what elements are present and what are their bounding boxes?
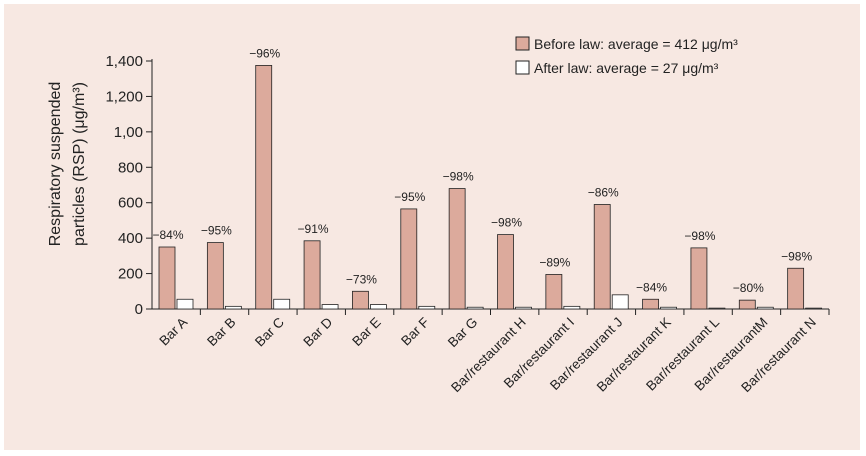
- category-label: Bar C: [252, 314, 287, 349]
- y-axis-title-line-2: particles (RSP) (μg/m³): [71, 82, 88, 246]
- percent-change-label: −86%: [588, 185, 619, 199]
- bar-after: [176, 298, 194, 310]
- bar-before: [593, 204, 611, 310]
- y-tick-label: 800: [118, 159, 143, 176]
- y-axis-title: Respiratory suspended particles (RSP) (μ…: [47, 82, 88, 247]
- bar-after: [563, 305, 581, 310]
- y-tick-label: 600: [118, 195, 143, 212]
- y-tick-label: 200: [118, 266, 143, 283]
- percent-change-label: −98%: [443, 170, 474, 184]
- percent-change-label: −84%: [636, 280, 667, 294]
- bar-after: [370, 304, 387, 310]
- bar-after: [660, 306, 677, 310]
- bar-after: [224, 305, 242, 310]
- y-tick-label: 400: [118, 230, 143, 247]
- category-label: Bar B: [204, 315, 238, 349]
- percent-change-label: −95%: [201, 224, 232, 238]
- y-tick-label: 1,400: [105, 53, 143, 70]
- bar-before: [545, 274, 563, 310]
- bar-before: [690, 247, 708, 310]
- legend-swatch-before: [515, 36, 530, 51]
- percent-change-label: −98%: [781, 249, 812, 263]
- bar-after: [708, 307, 726, 310]
- legend: Before law: average = 412 μg/m³ After la…: [515, 36, 738, 76]
- percent-change-label: −73%: [346, 272, 377, 286]
- category-label: Bar D: [300, 314, 335, 349]
- bar-before: [303, 240, 321, 310]
- bar-before: [738, 299, 756, 310]
- category-label: Bar F: [398, 315, 432, 349]
- bar-after: [466, 306, 484, 310]
- y-tick-label: 1,00: [114, 124, 143, 141]
- percent-change-label: −89%: [539, 255, 570, 269]
- bar-after: [611, 294, 629, 310]
- y-tick-label: 0: [135, 301, 143, 318]
- bar-before: [787, 267, 805, 310]
- bar-after: [273, 298, 291, 310]
- bar-before: [206, 242, 224, 310]
- category-label: Bar E: [349, 315, 383, 349]
- chart-panel: Respiratory suspended particles (RSP) (μ…: [4, 4, 860, 450]
- bar-after: [321, 304, 339, 310]
- y-tick-label: 1,200: [105, 88, 143, 105]
- legend-label-after: After law: average = 27 μg/m³: [534, 60, 719, 76]
- bar-before: [400, 208, 418, 310]
- percent-change-label: −98%: [491, 216, 522, 230]
- bar-before: [255, 65, 273, 310]
- bar-before: [448, 188, 466, 310]
- bar-after: [805, 307, 823, 310]
- bar-after: [418, 305, 436, 310]
- category-label: Bar A: [156, 315, 190, 349]
- percent-change-label: −95%: [394, 190, 425, 204]
- bar-before: [158, 246, 176, 310]
- bar-after: [515, 306, 532, 310]
- bar-after: [756, 306, 774, 310]
- percent-change-label: −96%: [249, 46, 280, 60]
- bars: −84% −95% −96% −91% −73% −95% −98% −98% −89% −86%…: [152, 46, 823, 310]
- percent-change-label: −91%: [298, 222, 329, 236]
- percent-change-label: −80%: [733, 281, 764, 295]
- legend-label-before: Before law: average = 412 μg/m³: [534, 36, 738, 52]
- bar-before: [497, 234, 514, 310]
- legend-swatch-after: [515, 60, 530, 75]
- percent-change-label: −98%: [684, 229, 715, 243]
- category-label: Bar G: [445, 315, 481, 351]
- percent-change-label: −84%: [152, 228, 183, 242]
- bar-before: [352, 290, 369, 310]
- bar-before: [642, 298, 659, 310]
- y-axis-title-line-1: Respiratory suspended: [47, 82, 64, 247]
- bar-chart: Respiratory suspended particles (RSP) (μ…: [47, 36, 830, 395]
